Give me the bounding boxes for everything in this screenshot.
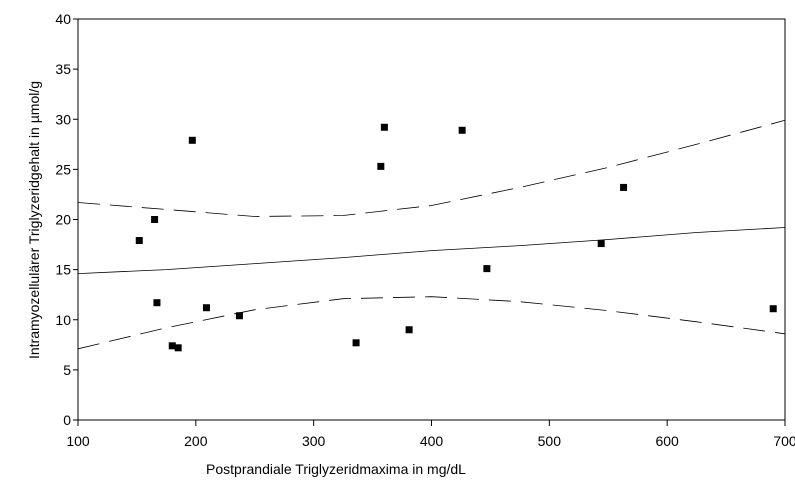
x-tick-label: 100 bbox=[66, 433, 90, 449]
data-point bbox=[153, 299, 161, 307]
data-point bbox=[151, 216, 159, 223]
plot-frame bbox=[77, 18, 786, 421]
y-tick-label: 10 bbox=[55, 312, 71, 328]
y-tick-label: 0 bbox=[63, 412, 71, 428]
data-point bbox=[380, 123, 388, 131]
confidence-band-lower bbox=[77, 296, 786, 350]
y-tick-label: 15 bbox=[55, 262, 71, 278]
confidence-band-upper bbox=[77, 119, 786, 217]
x-tick-label: 300 bbox=[302, 433, 326, 449]
data-point bbox=[458, 126, 466, 134]
data-point bbox=[620, 183, 628, 191]
x-tick-label: 700 bbox=[773, 433, 795, 449]
y-tick-label: 40 bbox=[55, 11, 71, 27]
regression-line bbox=[77, 227, 786, 274]
y-tick-label: 30 bbox=[55, 111, 71, 127]
data-point bbox=[405, 326, 413, 334]
x-tick-label: 400 bbox=[420, 433, 444, 449]
data-point bbox=[168, 342, 176, 350]
data-point bbox=[202, 304, 210, 312]
y-tick-label: 25 bbox=[55, 161, 71, 177]
y-tick-label: 20 bbox=[55, 212, 71, 228]
x-tick-label: 600 bbox=[655, 433, 679, 449]
data-point bbox=[597, 240, 605, 248]
data-point bbox=[352, 339, 360, 347]
data-point bbox=[483, 265, 491, 273]
x-tick-label: 200 bbox=[184, 433, 208, 449]
data-point bbox=[377, 162, 385, 170]
x-axis-label: Postprandiale Triglyzeridmaxima in mg/dL bbox=[206, 461, 466, 477]
data-point bbox=[174, 344, 182, 352]
y-tick-label: 35 bbox=[55, 61, 71, 77]
x-tick-label: 500 bbox=[538, 433, 562, 449]
data-point bbox=[769, 305, 777, 313]
data-point bbox=[188, 136, 196, 144]
data-point bbox=[235, 312, 243, 320]
data-point bbox=[135, 237, 143, 245]
y-tick-label: 5 bbox=[63, 362, 71, 378]
y-axis-label: Intramyozellulärer Triglyzeridgehalt in … bbox=[26, 81, 42, 359]
